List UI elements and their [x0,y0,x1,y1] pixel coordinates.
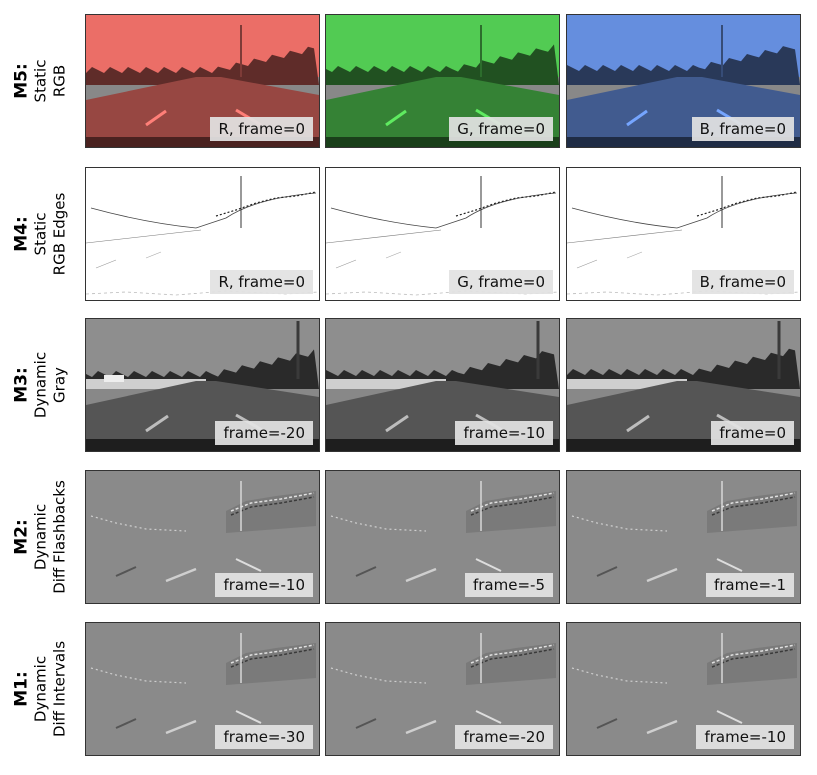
frame-label: R, frame=0 [210,270,313,294]
image-panel-m1-3: frame=-10 [566,622,801,756]
image-panel-m4-r: R, frame=0 [85,167,320,301]
row-label-m5: M5: Static RGB [0,14,82,148]
model-desc-line1: Static [31,212,50,256]
model-desc-line1: Dynamic [31,503,50,571]
image-panel-m1-2: frame=-20 [325,622,560,756]
frame-label: G, frame=0 [449,117,553,141]
image-panel-m4-b: B, frame=0 [566,167,801,301]
frame-label: B, frame=0 [691,270,794,294]
image-panel-m2-3: frame=-1 [566,470,801,604]
frame-label: frame=-10 [455,421,553,445]
image-panel-m5-b: B, frame=0 [566,14,801,148]
row-label-m4: M4: Static RGB Edges [0,167,82,301]
model-id: M3: [11,367,32,403]
model-desc-line2: RGB Edges [50,192,69,276]
model-desc-line2: Diff Flashbacks [50,480,69,594]
frame-label: R, frame=0 [210,117,313,141]
row-label-m2: M2: Dynamic Diff Flashbacks [0,470,82,604]
road-frame-image [567,623,800,755]
model-desc-line1: Static [31,59,50,103]
image-panel-m3-1: frame=-20 [85,318,320,452]
image-panel-m3-3: frame=0 [566,318,801,452]
frame-label: B, frame=0 [691,117,794,141]
image-panel-m2-2: frame=-5 [325,470,560,604]
image-panel-m5-r: R, frame=0 [85,14,320,148]
frame-label: frame=-30 [215,725,313,749]
model-desc-line1: Dynamic [31,655,50,723]
frame-label: frame=-1 [705,573,794,597]
frame-label: frame=-20 [215,421,313,445]
model-desc-line2: Diff Intervals [50,640,69,738]
row-m5: M5: Static RGB R, frame=0 G, frame=0 B, … [0,14,817,148]
row-m3: M3: Dynamic Gray frame=-20 frame=-10 fra… [0,318,817,452]
model-desc-line1: Dynamic [31,351,50,419]
frame-label: frame=-20 [455,725,553,749]
model-id: M2: [11,519,32,555]
model-id: M5: [11,63,32,99]
image-panel-m1-1: frame=-30 [85,622,320,756]
row-label-m3: M3: Dynamic Gray [0,318,82,452]
row-m1: M1: Dynamic Diff Intervals frame=-30 fra… [0,622,817,756]
model-id: M4: [11,216,32,252]
frame-label: frame=-5 [464,573,553,597]
model-desc-line2: RGB [50,64,69,98]
model-id: M1: [11,671,32,707]
frame-label: G, frame=0 [449,270,553,294]
image-panel-m4-g: G, frame=0 [325,167,560,301]
row-m2: M2: Dynamic Diff Flashbacks frame=-10 fr… [0,470,817,604]
model-desc-line2: Gray [50,367,69,403]
frame-label: frame=0 [711,421,794,445]
image-panel-m3-2: frame=-10 [325,318,560,452]
road-frame-image [567,319,800,451]
frame-label: frame=-10 [696,725,794,749]
image-panel-m2-1: frame=-10 [85,470,320,604]
row-label-m1: M1: Dynamic Diff Intervals [0,622,82,756]
image-panel-m5-g: G, frame=0 [325,14,560,148]
frame-label: frame=-10 [215,573,313,597]
row-m4: M4: Static RGB Edges R, frame=0 G, frame… [0,167,817,301]
road-frame-image [567,15,800,147]
